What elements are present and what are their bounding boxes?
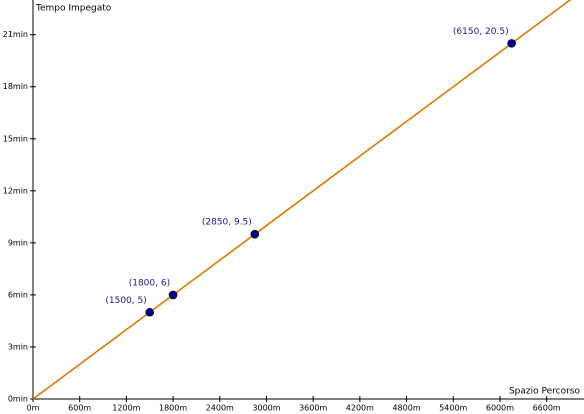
point-label: (1500, 5) [105,296,146,306]
point [250,229,260,239]
x-tick-label: 4800m [392,404,420,413]
point [168,290,178,300]
point-label: (2850, 9.5) [202,218,252,228]
x-tick-label: 6600m [533,404,561,413]
y-tick-label: 6min [8,290,28,299]
x-tick-label: 1200m [112,404,140,413]
y-tick-label: 0min [8,395,28,404]
x-tick-label: 2400m [206,404,234,413]
line-extension [32,311,151,400]
y-tick-label: 3min [8,342,28,351]
x-tick-label: 4200m [346,404,374,413]
x-tick-label: 1800m [159,404,187,413]
y-tick-label: 15min [3,134,28,143]
y-tick-label: 21min [3,30,28,39]
point-label: (6150, 20.5) [453,27,509,37]
x-tick-label: 0m [27,404,40,413]
point-label: (1800, 6) [129,278,170,288]
point [507,39,516,48]
x-tick-label: 600m [68,404,91,413]
x-axis-title: Spazio Percorso [509,387,581,397]
line-extension [511,0,572,45]
x-tick-label: 3600m [299,404,327,413]
x-tick-label: 3000m [252,404,280,413]
y-tick-label: 18min [3,82,28,91]
data-line [149,42,513,313]
x-tick-label: 6000m [486,404,514,413]
y-tick-label: 9min [8,238,28,247]
y-axis-title: Tempo Impegato [35,4,112,14]
point [145,307,155,317]
x-tick-label: 5400m [439,404,467,413]
y-tick-label: 12min [3,186,28,195]
